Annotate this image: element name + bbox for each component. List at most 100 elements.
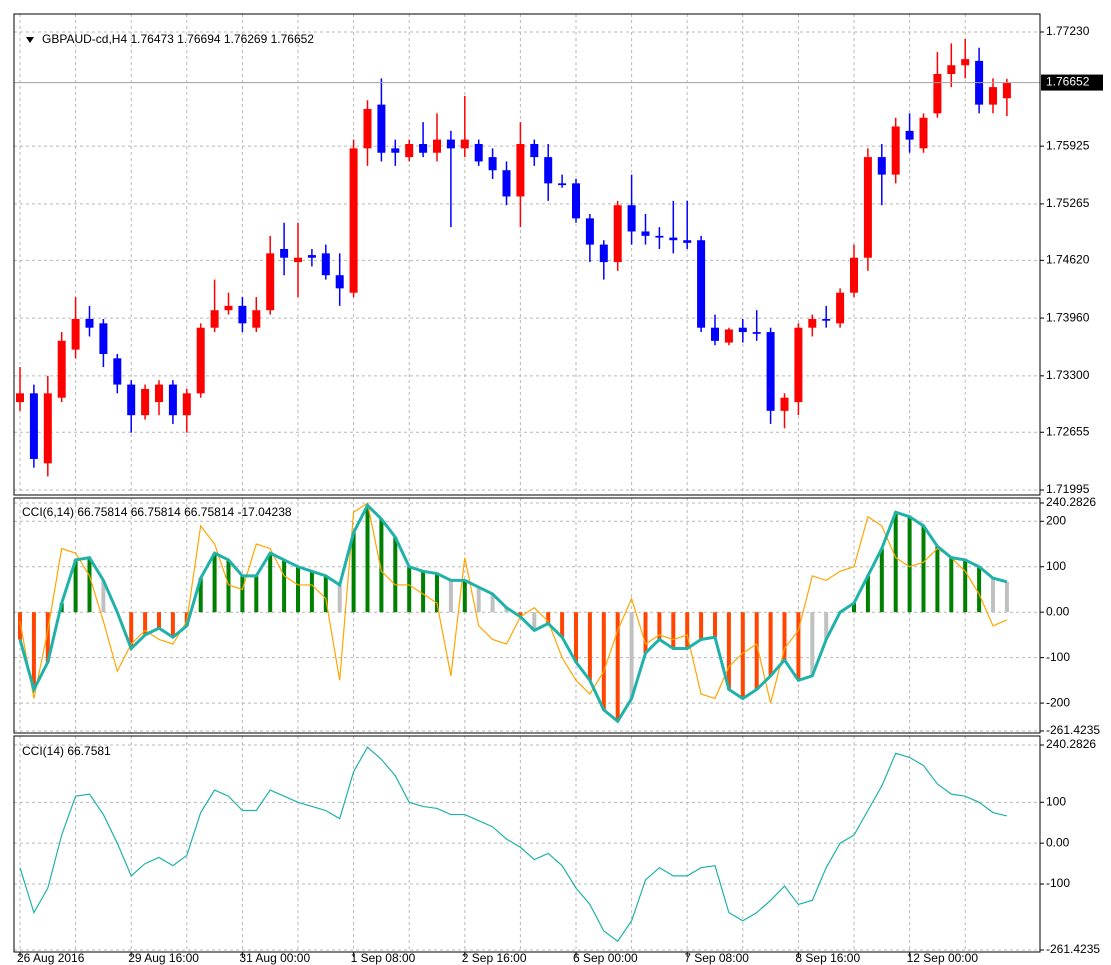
cci14-pane-border xyxy=(13,735,1041,953)
cci-title: CCI(6,14) 66.75814 66.75814 66.75814 -17… xyxy=(22,505,292,519)
candle-body xyxy=(683,240,692,243)
candle-body xyxy=(474,143,483,162)
candle-body xyxy=(1002,82,1011,99)
current-price-label: 1.76652 xyxy=(1046,75,1090,89)
histogram-bar xyxy=(629,612,634,699)
histogram-bar xyxy=(421,571,426,613)
y-tick-label: -100 xyxy=(1046,876,1070,890)
candle-body xyxy=(488,157,497,171)
histogram-bar xyxy=(921,525,926,613)
cci-pane-border xyxy=(13,497,1041,734)
histogram-bar xyxy=(671,612,676,649)
candle-body xyxy=(446,139,455,149)
histogram-bar xyxy=(560,612,565,638)
candle-body xyxy=(572,183,580,219)
candle-body xyxy=(711,327,719,341)
candle-body xyxy=(99,323,108,354)
y-tick-label: -200 xyxy=(1046,695,1070,709)
y-tick-label: 0.00 xyxy=(1046,835,1070,849)
histogram-bar xyxy=(73,559,78,613)
x-tick-label: 2 Sep 16:00 xyxy=(462,951,527,965)
x-tick-label: 26 Aug 2016 xyxy=(17,951,85,965)
y-tick-label: 1.75925 xyxy=(1046,138,1090,152)
candle-body xyxy=(238,305,247,324)
candle-body xyxy=(363,108,372,149)
y-tick-label: 240.2826 xyxy=(1046,737,1096,751)
candle-body xyxy=(335,275,344,289)
histogram-bar xyxy=(685,612,690,649)
histogram-bar xyxy=(101,580,106,613)
histogram-bar xyxy=(268,553,273,613)
x-tick-label: 7 Sep 08:00 xyxy=(684,951,749,965)
y-tick-label: 0.00 xyxy=(1046,604,1070,618)
histogram-bar xyxy=(768,612,773,676)
histogram-bar xyxy=(796,612,801,681)
histogram-bar xyxy=(726,612,731,690)
indicator-line xyxy=(19,502,1008,704)
candle-body xyxy=(321,253,330,276)
candle-body xyxy=(294,257,302,263)
main-pane-border xyxy=(13,13,1041,496)
candle-body xyxy=(516,143,525,197)
y-tick-label: -261.4235 xyxy=(1046,723,1100,737)
candle-body xyxy=(502,170,511,197)
y-tick-label: -100 xyxy=(1046,650,1070,664)
histogram-bar xyxy=(893,512,898,613)
candle-body xyxy=(613,205,622,263)
y-tick-label: 1.71995 xyxy=(1046,482,1090,496)
candle-body xyxy=(349,148,358,293)
candle-body xyxy=(836,292,845,324)
x-tick-label: 31 Aug 00:00 xyxy=(239,951,310,965)
candle-body xyxy=(863,157,872,258)
y-tick-label: 240.2826 xyxy=(1046,495,1096,509)
histogram-bar xyxy=(754,612,759,690)
x-tick-label: 8 Sep 16:00 xyxy=(795,951,860,965)
histogram-bar xyxy=(212,553,217,613)
candle-body xyxy=(697,240,706,328)
candle-body xyxy=(669,237,678,241)
grid-layer xyxy=(14,14,1040,952)
histogram-bar xyxy=(865,575,870,613)
histogram-bar xyxy=(1004,581,1009,613)
candle-body xyxy=(558,183,567,186)
histogram-bar xyxy=(879,548,884,613)
histogram-bar xyxy=(810,612,815,676)
candle-body xyxy=(419,143,428,153)
y-tick-label: 1.73300 xyxy=(1046,368,1090,382)
candle-body xyxy=(252,310,261,328)
symbol-menu-icon[interactable] xyxy=(26,37,34,43)
histogram-bar xyxy=(518,612,523,617)
histogram-bar xyxy=(45,612,50,663)
histogram-bar xyxy=(157,612,161,629)
candle-body xyxy=(85,318,94,328)
histogram-bar xyxy=(991,578,995,613)
candle-body xyxy=(585,218,594,245)
candle-body xyxy=(433,139,441,153)
current-price-box xyxy=(1041,74,1103,91)
histogram-bar xyxy=(587,612,592,681)
candle-body xyxy=(891,126,900,175)
candle-body xyxy=(919,117,928,149)
histogram-bar xyxy=(713,612,717,638)
histogram-bar xyxy=(365,505,370,613)
candle-body xyxy=(544,157,553,184)
histogram-bar xyxy=(240,575,245,613)
candle-body xyxy=(57,340,66,398)
x-tick-label: 12 Sep 00:00 xyxy=(907,951,979,965)
histogram-bar xyxy=(963,559,968,613)
candle-body xyxy=(224,305,233,311)
histogram-bar xyxy=(740,612,745,699)
y-tick-label: 1.77230 xyxy=(1046,24,1090,38)
candle-body xyxy=(961,59,970,66)
candle-body xyxy=(808,318,817,328)
candle-body xyxy=(933,73,942,114)
main-title: GBPAUD-cd,H4 1.76473 1.76694 1.76269 1.7… xyxy=(42,32,314,46)
candle-body xyxy=(752,332,761,334)
histogram-bar xyxy=(448,580,453,613)
cci14-title: CCI(14) 66.7581 xyxy=(22,744,111,758)
x-tick-label: 1 Sep 08:00 xyxy=(351,951,416,965)
y-tick-label: 1.72655 xyxy=(1046,424,1090,438)
histogram-bar xyxy=(824,612,829,640)
candle-body xyxy=(196,327,205,394)
